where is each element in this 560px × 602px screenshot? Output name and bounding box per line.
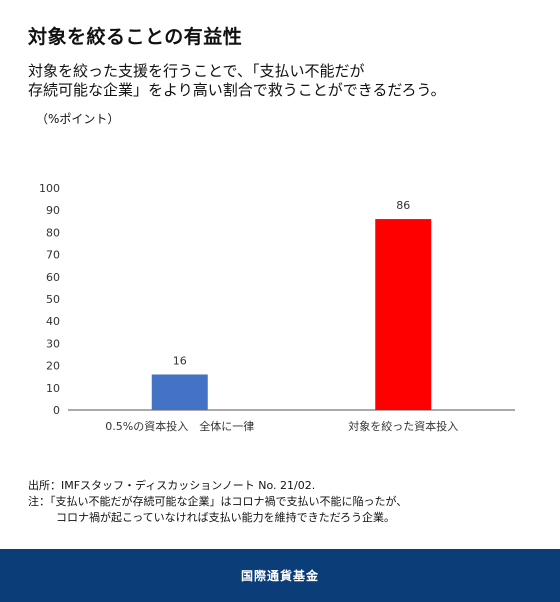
bar-chart: 0 10 20 30 40 50 60 70 80 90 100 16 0.5%の資本投入 全体に一律 8… (39, 182, 515, 433)
source-note: 出所：IMFスタッフ・ディスカッションノート No. 21/02. (28, 479, 316, 492)
unit-label: （%ポイント） (36, 112, 120, 126)
subtitle-line-2: 存続可能な企業」をより高い割合で救うことができるだろう。 (28, 81, 446, 99)
y-tick-label: 50 (46, 293, 60, 306)
footnote-line-1: 注：「支払い不能だが存続可能な企業」はコロナ禍で支払い不能に陥ったが、 (28, 495, 408, 508)
data-label: 86 (396, 199, 410, 212)
footer-text: 国際通貨基金 (240, 569, 319, 583)
y-tick-label: 70 (46, 249, 60, 262)
notes-block: 出所：IMFスタッフ・ディスカッションノート No. 21/02. 注：「支払い… (28, 478, 407, 526)
x-category-label: 0.5%の資本投入 全体に一律 (105, 419, 254, 433)
bar (151, 374, 208, 410)
footnote-line-2: コロナ禍が起こっていなければ支払い能力を維持できただろう企業。 (56, 511, 396, 524)
chart-title: 対象を絞ることの有益性 (28, 26, 243, 48)
x-category-label: 対象を絞った資本投入 (348, 419, 458, 433)
y-tick-label: 20 (46, 360, 60, 373)
y-tick-label: 0 (53, 404, 60, 417)
y-tick-label: 90 (46, 204, 60, 217)
subtitle-line-1: 対象を絞った支援を行うことで、「支払い不能だが (28, 62, 365, 80)
y-tick-label: 10 (46, 382, 60, 395)
y-tick-label: 80 (46, 226, 60, 239)
data-label: 16 (173, 354, 187, 367)
y-tick-label: 40 (46, 315, 60, 328)
chart-subtitle: 対象を絞った支援を行うことで、「支払い不能だが 存続可能な企業」をより高い割合で… (28, 62, 538, 100)
footer-bar: 国際通貨基金 (0, 549, 560, 602)
bar (375, 219, 432, 410)
y-tick-label: 30 (46, 337, 60, 350)
y-tick-label: 100 (39, 182, 60, 195)
y-tick-label: 60 (46, 271, 60, 284)
